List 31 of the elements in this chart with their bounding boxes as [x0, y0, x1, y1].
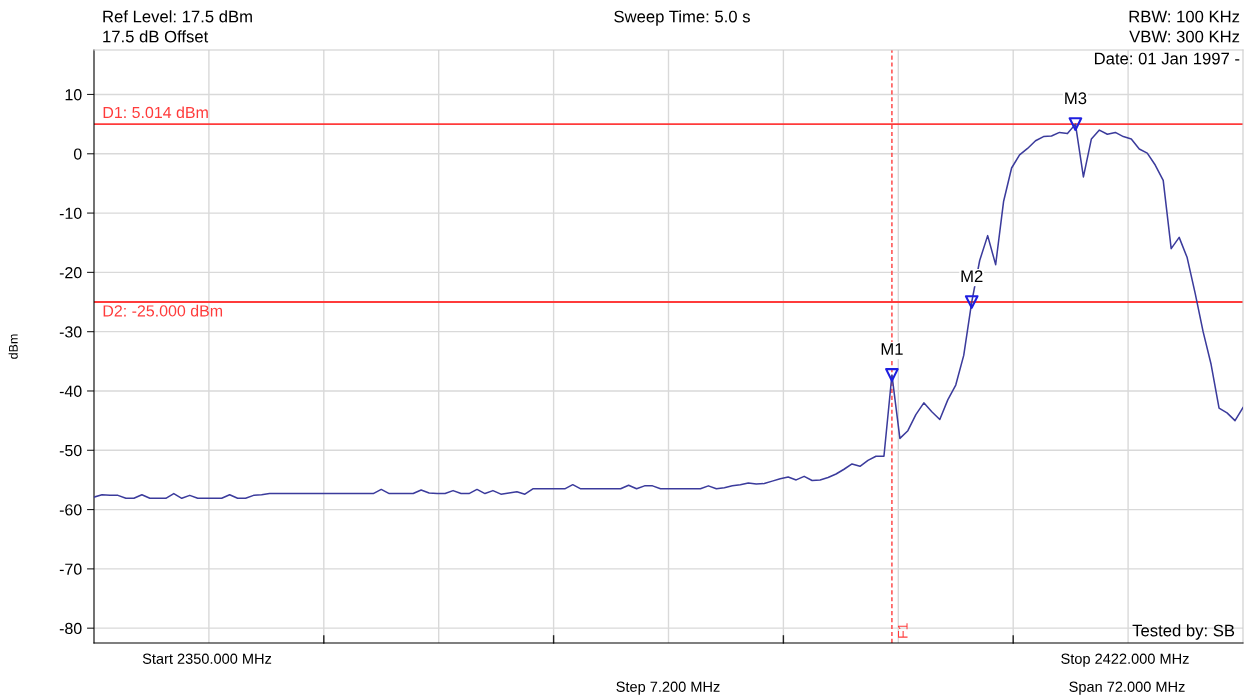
- y-tick-label: -30: [59, 326, 82, 338]
- point: [964, 295, 979, 309]
- text: Step 7.200 MHz: [616, 681, 720, 695]
- text: Span 72.000 MHz: [1069, 681, 1185, 695]
- y-tick-label: -40: [59, 385, 82, 397]
- annotation: Date: 01 Jan 1997 -: [1094, 52, 1240, 65]
- text: 17.5 dB Offset: [103, 30, 209, 43]
- y-tick-label: -10: [59, 207, 82, 220]
- text: Ref Level: 17.5 dBm: [103, 10, 252, 23]
- point: [885, 368, 899, 382]
- ref-line-label: D1: 5.014 dBm: [103, 106, 208, 119]
- point: [1068, 117, 1083, 131]
- y-tick-label: -70: [59, 563, 82, 575]
- y-axis-title: dBm: [8, 334, 18, 359]
- annotation: M2: [961, 270, 983, 282]
- ref-line-label: D2: -25.000 dBm: [103, 304, 223, 317]
- y-tick-label: -20: [59, 267, 82, 279]
- text: VBW: 300 KHz: [1129, 30, 1240, 43]
- text: F1: [897, 623, 908, 638]
- text: Start 2350.000 MHz: [142, 653, 272, 664]
- y-tick-label: 0: [73, 148, 82, 160]
- text: Sweep Time: 5.0 s: [614, 10, 750, 26]
- y-tick-label: 10: [65, 89, 82, 101]
- annotation: M1: [881, 343, 903, 355]
- y-tick-label: -80: [59, 622, 82, 635]
- y-tick-label: -50: [59, 444, 82, 457]
- text: Stop 2422.000 MHz: [1061, 653, 1189, 667]
- annotation: Tested by: SB: [1132, 624, 1235, 640]
- text: RBW: 100 KHz: [1129, 10, 1240, 23]
- y-tick-label: -60: [59, 504, 82, 516]
- annotation: M3: [1065, 92, 1087, 105]
